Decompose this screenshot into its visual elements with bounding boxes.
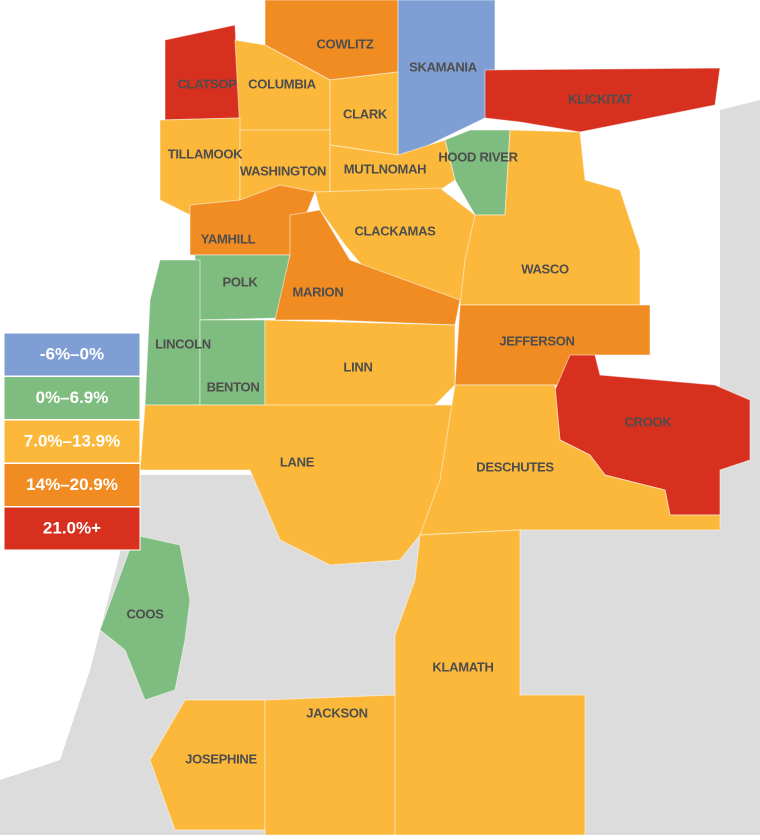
county-label: CLACKAMAS: [354, 223, 436, 238]
county-label: CLARK: [343, 106, 388, 121]
legend-swatch: [3, 332, 141, 377]
legend: -6%–0% 0%–6.9% 7.0%–13.9% 14%–20.9% 21.0%+: [3, 332, 141, 551]
county-label: COWLITZ: [316, 36, 373, 51]
county-label: BENTON: [207, 379, 260, 394]
county-label: SKAMANIA: [409, 59, 478, 74]
legend-swatch: [3, 419, 141, 464]
county-label: COOS: [126, 606, 164, 621]
legend-swatch: [3, 506, 141, 551]
county: [159, 117, 241, 216]
county-label: CROOK: [625, 414, 673, 429]
county-label: POLK: [223, 274, 259, 289]
county-label: WASCO: [521, 261, 569, 276]
county-label: JACKSON: [306, 705, 367, 720]
county-label: WASHINGTON: [240, 163, 326, 178]
county-label: MARION: [293, 284, 344, 299]
county: [99, 534, 191, 701]
county: [144, 259, 201, 406]
county-label: MUTLNOMAH: [344, 161, 427, 176]
county-label: DESCHUTES: [476, 459, 554, 474]
legend-label: 0%–6.9%: [36, 388, 109, 407]
county-label: KLICKITAT: [568, 91, 632, 106]
county-label: LANE: [280, 454, 315, 469]
county-label: JEFFERSON: [499, 333, 574, 348]
county-label: LINCOLN: [155, 336, 211, 351]
legend-label: -6%–0%: [40, 344, 104, 363]
county-label: CLATSOP: [177, 76, 237, 91]
legend-label: 21.0%+: [43, 518, 101, 537]
county-label: JOSEPHINE: [185, 751, 257, 766]
county-label: YAMHILL: [201, 231, 256, 246]
county-label: HOOD RIVER: [438, 149, 518, 164]
county: [459, 129, 641, 306]
county-label: COLUMBIA: [248, 76, 317, 91]
legend-label: 7.0%–13.9%: [24, 431, 120, 450]
county-label: KLAMATH: [432, 659, 493, 674]
surrounding-land: [0, 100, 760, 835]
county: [264, 319, 456, 411]
county-labels: CLATSOP COWLITZ SKAMANIA KLICKITAT COLUMBIA C…: [126, 36, 672, 766]
legend-swatch: [3, 463, 141, 507]
county-label: LINN: [343, 359, 372, 374]
legend-label: 14%–20.9%: [26, 475, 118, 494]
counties: [99, 0, 751, 836]
county: [164, 24, 241, 121]
legend-swatch: [3, 376, 141, 420]
county-label: TILLAMOOK: [168, 146, 243, 161]
